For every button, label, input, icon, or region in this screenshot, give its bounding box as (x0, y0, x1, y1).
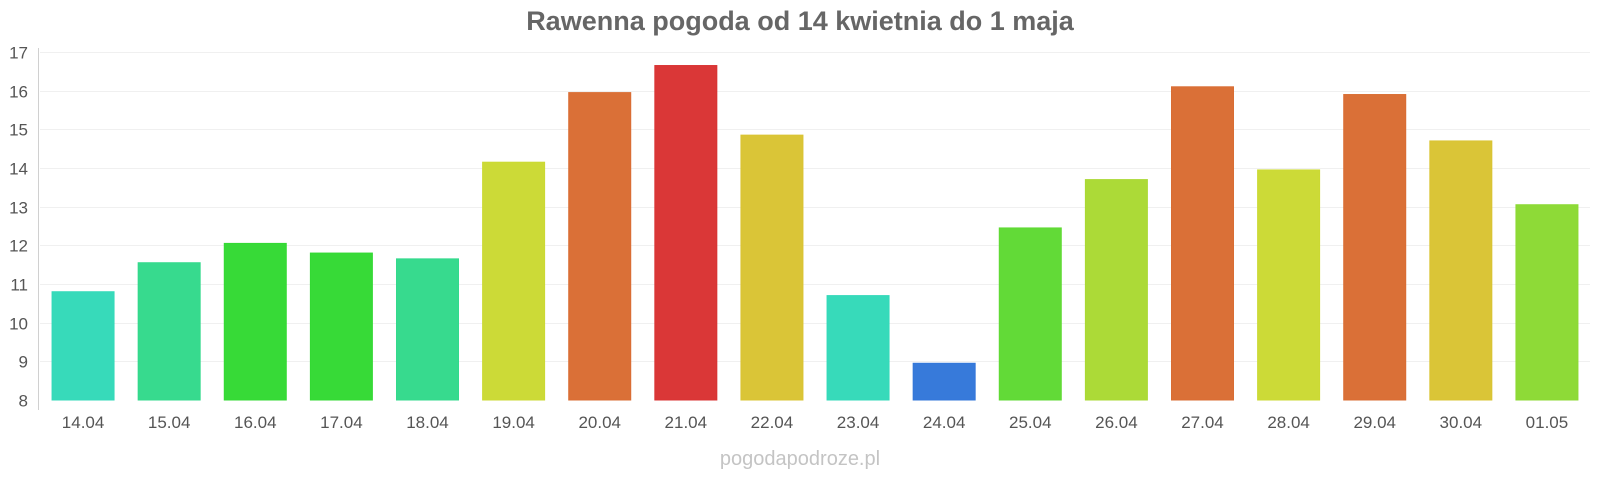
y-tick-label: 12 (9, 237, 28, 256)
chart-title: Rawenna pogoda od 14 kwietnia do 1 maja (526, 6, 1074, 36)
x-tick-label: 21.04 (665, 413, 708, 432)
y-tick-label: 14 (9, 160, 28, 179)
bar (1257, 169, 1321, 401)
y-tick-label: 17 (9, 44, 28, 63)
x-tick-label: 15.04 (148, 413, 191, 432)
bar (309, 252, 373, 401)
x-tick-label: 19.04 (492, 413, 535, 432)
y-axis: 8 9 10 11 12 13 14 15 16 17 (9, 44, 39, 411)
bar (223, 242, 287, 401)
y-tick-label: 8 (19, 392, 28, 411)
x-tick-label: 24.04 (923, 413, 966, 432)
x-tick-label: 25.04 (1009, 413, 1052, 432)
bar (998, 227, 1062, 401)
bar (1515, 204, 1579, 401)
bar (1429, 140, 1493, 401)
y-tick-label: 11 (10, 276, 28, 295)
bar (826, 295, 890, 401)
bar (1343, 94, 1407, 401)
bar (1171, 86, 1234, 401)
grid-lines (40, 52, 1590, 362)
x-tick-label: 22.04 (751, 413, 794, 432)
x-tick-label: 18.04 (406, 413, 449, 432)
x-tick-label: 23.04 (837, 413, 880, 432)
y-tick-label: 15 (9, 121, 28, 140)
x-tick-label: 14.04 (62, 413, 105, 432)
bar (654, 65, 718, 401)
bar (482, 161, 546, 401)
x-tick-label: 17.04 (320, 413, 363, 432)
bar (396, 258, 459, 401)
bars (51, 65, 1579, 401)
x-tick-label: 20.04 (578, 413, 621, 432)
bar (51, 291, 115, 401)
x-tick-label: 26.04 (1095, 413, 1138, 432)
bar (1084, 179, 1148, 401)
y-tick-label: 16 (9, 83, 28, 102)
bar (740, 134, 804, 401)
x-tick-label: 01.05 (1526, 413, 1569, 432)
x-axis-labels: 14.04 15.04 16.04 17.04 18.04 19.04 20.04 21.04… (62, 413, 1568, 432)
y-tick-label: 9 (19, 353, 28, 372)
bar (568, 92, 632, 401)
y-tick-label: 13 (9, 199, 28, 218)
x-tick-label: 27.04 (1181, 413, 1224, 432)
y-tick-label: 10 (9, 315, 28, 334)
watermark: pogodapodroze.pl (719, 448, 881, 470)
bar (137, 262, 201, 401)
x-tick-label: 16.04 (234, 413, 277, 432)
x-tick-label: 30.04 (1440, 413, 1483, 432)
bar (912, 362, 976, 401)
x-tick-label: 29.04 (1353, 413, 1396, 432)
x-tick-label: 28.04 (1267, 413, 1310, 432)
